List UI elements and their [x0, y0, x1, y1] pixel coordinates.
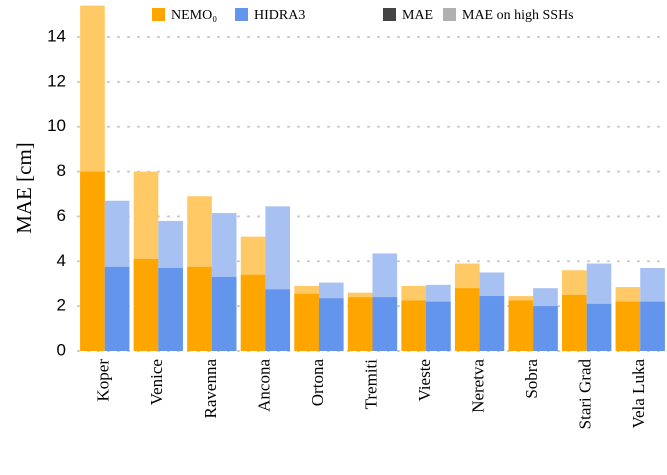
bar	[372, 297, 398, 351]
bar	[294, 293, 319, 351]
x-tick-label: Ancona	[254, 359, 273, 412]
x-tick-label: Venice	[147, 359, 166, 405]
bar	[318, 298, 344, 351]
bar	[80, 171, 105, 351]
legend-swatch	[443, 8, 456, 21]
legend-label: HIDRA3	[254, 8, 305, 23]
bar	[586, 303, 612, 351]
bar	[187, 266, 212, 351]
y-tick-label: 14	[47, 26, 66, 45]
bar	[640, 301, 665, 351]
y-tick-label: 4	[57, 251, 66, 270]
bar	[347, 297, 373, 351]
bar	[401, 300, 427, 351]
bar	[562, 294, 587, 351]
legend-swatch	[383, 8, 396, 21]
y-tick-label: 2	[57, 296, 66, 315]
x-tick-label: Sobra	[522, 359, 541, 399]
x-tick-label: Vela Luka	[629, 359, 648, 429]
y-tick-label: 0	[57, 340, 66, 359]
y-tick-label: 12	[47, 71, 66, 90]
bar	[104, 266, 130, 351]
y-tick-label: 8	[57, 161, 66, 180]
x-tick-label: Neretva	[468, 359, 487, 413]
bar	[615, 301, 641, 351]
legend-label: MAE	[402, 8, 433, 23]
bar	[211, 276, 237, 351]
legend-label: MAE on high SSHs	[462, 8, 574, 23]
bar	[240, 274, 266, 351]
bar	[508, 300, 534, 351]
bar	[265, 289, 291, 351]
x-tick-label: Ravenna	[201, 359, 220, 419]
bar	[454, 288, 480, 351]
y-tick-label: 10	[47, 116, 66, 135]
x-tick-label: Tremiti	[361, 359, 380, 410]
x-tick-label: Vieste	[415, 359, 434, 401]
x-tick-label: Ortona	[308, 359, 327, 407]
y-tick-label: 6	[57, 206, 66, 225]
bar	[479, 296, 505, 351]
x-tick-label: Koper	[94, 359, 113, 402]
legend-label: NEMO₀	[171, 8, 217, 23]
bar	[158, 268, 183, 351]
x-tick-label: Stari Grad	[576, 359, 595, 430]
bar	[133, 259, 159, 351]
bar	[426, 301, 451, 351]
bar	[533, 306, 558, 351]
legend-swatch	[152, 8, 165, 21]
legend-swatch	[235, 8, 248, 21]
y-axis-label: MAE [cm]	[12, 142, 36, 234]
